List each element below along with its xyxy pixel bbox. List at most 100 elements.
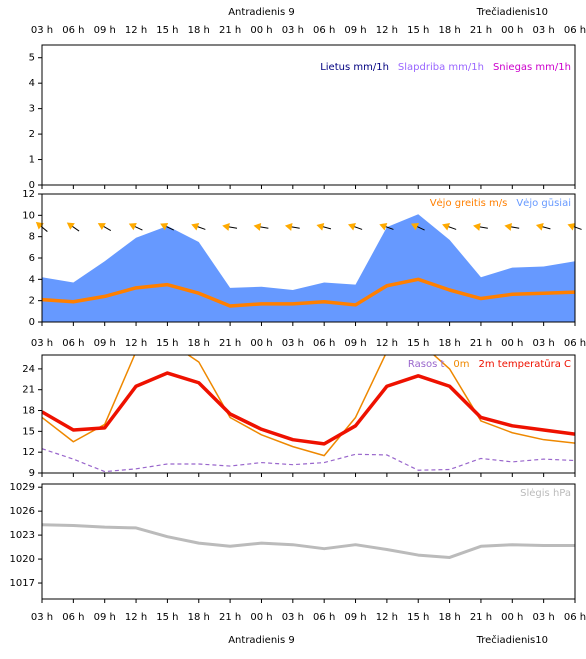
- y-tick-label: 1: [29, 155, 35, 166]
- x-tick-label: 21 h: [219, 25, 241, 36]
- x-tick-label: 06 h: [313, 612, 335, 623]
- x-tick-label: 03 h: [282, 612, 304, 623]
- x-tick-label: 12 h: [125, 25, 147, 36]
- y-tick-label: 12: [22, 189, 35, 200]
- x-tick-label: 03 h: [533, 612, 555, 623]
- arrow-head: [504, 222, 513, 231]
- y-tick-label: 10: [22, 210, 35, 221]
- y-tick-label: 21: [22, 385, 35, 396]
- x-tick-label: 18 h: [188, 338, 210, 349]
- x-tick-label: 03 h: [31, 25, 53, 36]
- panel: [41, 523, 575, 559]
- x-tick-label: 00 h: [250, 338, 272, 349]
- x-tick-label: 21 h: [219, 612, 241, 623]
- day-label: Trečiadienis10: [476, 6, 548, 18]
- x-tick-label: 15 h: [156, 25, 178, 36]
- day-label: Antradienis 9: [228, 635, 294, 646]
- x-tick-label: 03 h: [282, 338, 304, 349]
- panel-frame: [41, 44, 576, 186]
- legend-entry: Sniegas mm/1h: [493, 62, 571, 73]
- wind-arrow: [348, 222, 363, 231]
- x-tick-label: 12 h: [125, 612, 147, 623]
- x-tick-label: 12 h: [376, 338, 398, 349]
- x-tick-label: 06 h: [564, 338, 586, 349]
- x-tick-label: 18 h: [188, 612, 210, 623]
- x-tick-label: 03 h: [533, 25, 555, 36]
- panel-frame: [41, 483, 576, 600]
- gust-area: [42, 214, 575, 322]
- y-tick-label: 6: [29, 253, 35, 264]
- legend-entry: Vėjo gūsiai: [516, 198, 571, 209]
- arrow-head: [348, 222, 356, 231]
- x-tick-label: 03 h: [533, 338, 555, 349]
- series-line: [42, 355, 575, 457]
- x-tick-label: 18 h: [438, 25, 460, 36]
- wind-arrow: [504, 222, 520, 231]
- arrow-head: [410, 223, 420, 231]
- wind-arrow: [567, 222, 582, 231]
- wind-arrow: [442, 222, 457, 231]
- arrow-head: [284, 222, 293, 231]
- y-tick-label: 8: [29, 232, 35, 243]
- x-tick-label: 21 h: [470, 25, 492, 36]
- series-line: [41, 523, 575, 559]
- y-tick-label: 2: [29, 129, 35, 140]
- y-tick-label: 3: [29, 104, 35, 115]
- y-tick-label: 5: [29, 53, 35, 64]
- y-tick-label: 1026: [10, 506, 35, 517]
- legend-entry: Slapdriba mm/1h: [398, 62, 484, 73]
- x-tick-label: 18 h: [438, 338, 460, 349]
- y-tick-label: 18: [22, 406, 35, 417]
- x-tick-label: 06 h: [564, 612, 586, 623]
- legend-entry: 2m temperatūra C: [479, 359, 572, 370]
- y-tick-label: 0: [29, 317, 35, 328]
- panel-frame: [41, 354, 576, 474]
- x-tick-label: 00 h: [501, 25, 523, 36]
- x-tick-label: 12 h: [125, 338, 147, 349]
- y-tick-label: 1020: [10, 554, 35, 565]
- panel: [41, 214, 576, 322]
- x-tick-label: 12 h: [376, 25, 398, 36]
- x-tick-label: 21 h: [470, 612, 492, 623]
- wind-arrow: [66, 222, 80, 232]
- arrow-head: [535, 222, 544, 231]
- arrow-head: [316, 222, 325, 231]
- arrow-head: [66, 222, 75, 230]
- wind-arrow: [253, 222, 269, 231]
- wind-arrow: [222, 222, 238, 231]
- x-tick-label: 15 h: [156, 338, 178, 349]
- arrow-head: [442, 222, 451, 231]
- x-tick-label: 00 h: [250, 25, 272, 36]
- day-label: Antradienis 9: [228, 7, 294, 18]
- y-tick-label: 4: [29, 78, 35, 89]
- x-tick-label: 09 h: [94, 338, 116, 349]
- y-tick-label: 2: [29, 296, 35, 307]
- wind-arrow: [379, 222, 394, 231]
- arrow-head: [473, 222, 481, 231]
- x-tick-label: 21 h: [219, 338, 241, 349]
- arrow-head: [97, 223, 106, 231]
- x-tick-label: 03 h: [31, 612, 53, 623]
- x-tick-label: 15 h: [156, 612, 178, 623]
- wind-arrow: [191, 222, 206, 231]
- x-tick-label: 09 h: [344, 338, 366, 349]
- x-tick-label: 09 h: [94, 612, 116, 623]
- series-line: [42, 448, 575, 473]
- x-tick-label: 06 h: [62, 612, 84, 623]
- x-tick-label: 00 h: [501, 612, 523, 623]
- wind-arrow: [316, 222, 332, 231]
- y-tick-label: 1017: [10, 578, 35, 589]
- y-tick-label: 15: [22, 426, 35, 437]
- panel: [42, 355, 575, 473]
- legend-entry: Lietus mm/1h: [320, 62, 389, 73]
- x-tick-label: 00 h: [501, 338, 523, 349]
- x-tick-label: 00 h: [250, 612, 272, 623]
- legend-entry: Slėgis hPa: [520, 488, 571, 499]
- x-tick-label: 06 h: [62, 25, 84, 36]
- series-line: [42, 371, 575, 446]
- arrow-head: [253, 222, 262, 231]
- x-tick-label: 21 h: [470, 338, 492, 349]
- x-tick-label: 09 h: [94, 25, 116, 36]
- x-tick-label: 06 h: [313, 338, 335, 349]
- legend-entry: Rasos t: [408, 359, 445, 370]
